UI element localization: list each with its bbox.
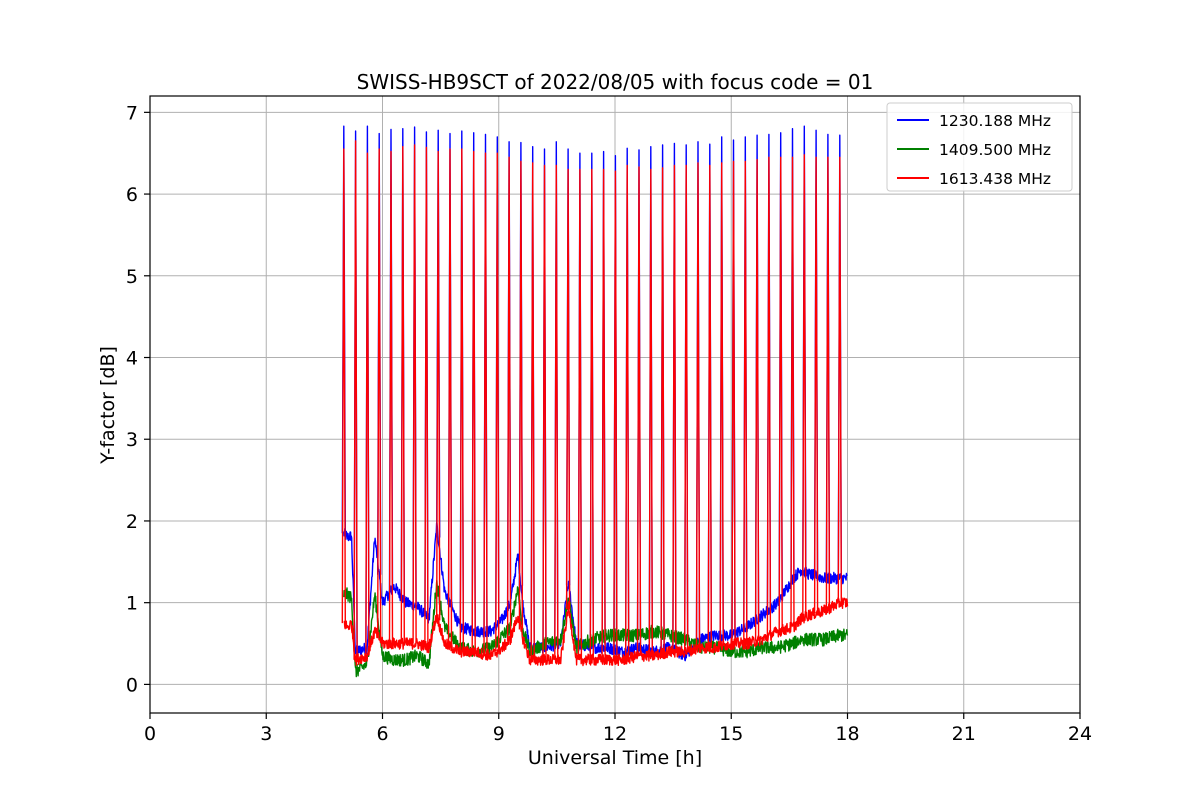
x-tick-label: 18 xyxy=(835,723,859,745)
y-axis: 0 1 2 3 4 5 6 7 xyxy=(126,102,150,696)
calibration-spike xyxy=(424,146,429,647)
y-tick-label: 7 xyxy=(126,102,138,124)
calibration-spike xyxy=(542,164,547,660)
legend-entry: 1613.438 MHz xyxy=(939,170,1051,188)
calibration-spike xyxy=(790,156,795,628)
x-tick-label: 3 xyxy=(260,723,272,745)
y-tick-label: 3 xyxy=(126,429,138,451)
calibration-spike xyxy=(447,148,453,647)
calibration-spike xyxy=(353,140,358,660)
calibration-spike xyxy=(825,156,831,609)
x-tick-label: 24 xyxy=(1068,723,1092,745)
calibration-spike xyxy=(660,167,665,654)
calibration-spike xyxy=(636,166,642,656)
calibration-spike xyxy=(766,156,772,636)
calibration-spike xyxy=(754,159,760,641)
legend-entry: 1409.500 MHz xyxy=(939,141,1051,159)
calibration-spike xyxy=(565,168,571,610)
calibration-spike xyxy=(577,168,583,660)
calibration-spike xyxy=(743,160,748,644)
y-tick-label: 6 xyxy=(126,184,138,206)
calibration-spike xyxy=(471,150,476,652)
series-line xyxy=(343,579,849,678)
calibration-spike xyxy=(625,164,630,659)
y-tick-label: 0 xyxy=(126,674,138,696)
calibration-spike xyxy=(506,156,512,641)
calibration-spike xyxy=(648,168,653,656)
calibration-spike xyxy=(412,144,417,644)
legend: 1230.188 MHz 1409.500 MHz 1613.438 MHz xyxy=(886,102,1073,192)
calibration-spike xyxy=(613,170,618,660)
calibration-spike xyxy=(731,160,736,644)
calibration-spike xyxy=(365,152,370,655)
calibration-spike xyxy=(388,150,394,644)
calibration-spike xyxy=(837,156,842,603)
calibration-spike xyxy=(589,168,594,660)
x-tick-label: 21 xyxy=(952,723,976,745)
series-layer xyxy=(341,125,849,678)
y-tick-label: 5 xyxy=(126,266,138,288)
calibration-spike xyxy=(707,164,712,648)
calibration-spike xyxy=(554,164,559,660)
y-axis-label: Y-factor [dB] xyxy=(97,346,119,465)
calibration-spike xyxy=(684,164,689,652)
calibration-spike xyxy=(459,148,464,652)
y-tick-label: 2 xyxy=(126,511,138,533)
calibration-spike xyxy=(518,160,524,630)
x-tick-label: 15 xyxy=(719,723,743,745)
calibration-spike xyxy=(341,148,346,624)
x-axis-label: Universal Time [h] xyxy=(528,747,702,769)
x-axis: 0 3 6 9 12 15 18 21 24 xyxy=(144,713,1092,745)
calibration-spike xyxy=(778,156,783,631)
x-tick-label: 0 xyxy=(144,723,156,745)
calibration-spike xyxy=(802,154,807,618)
legend-box xyxy=(886,102,1073,192)
x-tick-label: 9 xyxy=(493,723,505,745)
x-tick-label: 6 xyxy=(376,723,388,745)
y-tick-label: 1 xyxy=(126,593,138,615)
calibration-spike xyxy=(377,148,382,639)
calibration-spike xyxy=(695,162,701,649)
y-tick-label: 4 xyxy=(126,348,138,370)
x-tick-label: 12 xyxy=(603,723,627,745)
calibration-spike xyxy=(813,156,819,614)
calibration-spike xyxy=(672,164,677,652)
legend-entry: 1230.188 MHz xyxy=(939,112,1051,130)
calibration-spike xyxy=(601,168,606,660)
chart-title: SWISS-HB9SCT of 2022/08/05 with focus co… xyxy=(357,70,874,94)
calibration-spike xyxy=(483,152,488,655)
calibration-spike xyxy=(719,162,724,647)
calibration-spike xyxy=(436,150,441,621)
calibration-spike xyxy=(530,162,535,660)
calibration-spike xyxy=(400,146,405,644)
calibration-spike xyxy=(495,152,500,652)
